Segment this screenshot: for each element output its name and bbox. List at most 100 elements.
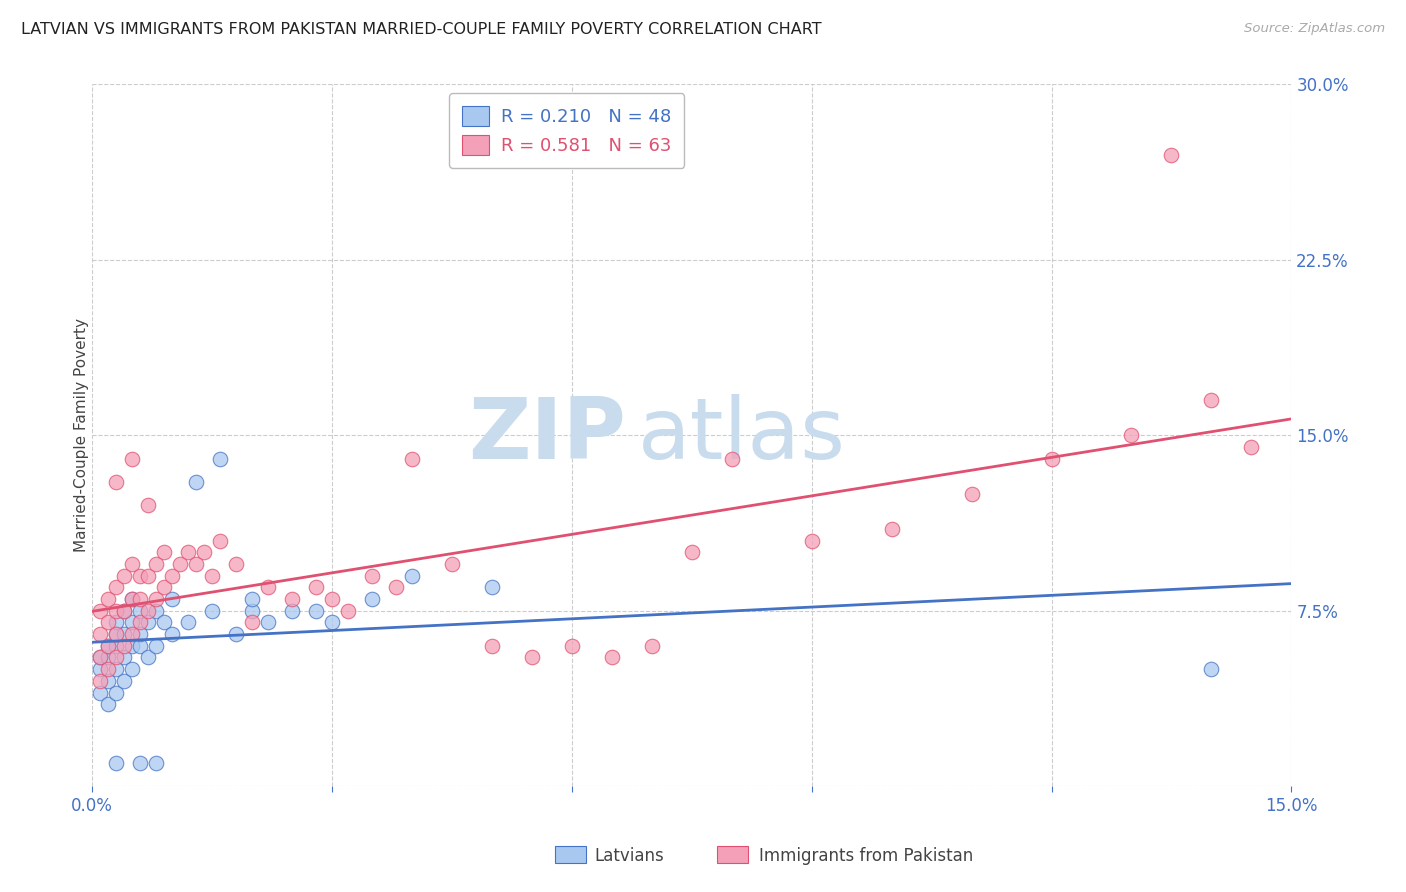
- Text: Immigrants from Pakistan: Immigrants from Pakistan: [759, 847, 973, 865]
- Point: [160, 568, 183, 582]
- Point: [440, 557, 463, 571]
- Point: [481, 580, 503, 594]
- Point: [89, 627, 111, 641]
- Point: [321, 592, 343, 607]
- Point: [129, 604, 152, 618]
- Point: [520, 650, 543, 665]
- Point: [361, 592, 384, 607]
- Point: [145, 639, 167, 653]
- Point: [145, 604, 167, 618]
- Point: [121, 615, 143, 630]
- Point: [153, 580, 176, 594]
- Point: [184, 557, 207, 571]
- Point: [184, 475, 207, 489]
- Point: [153, 545, 176, 559]
- Point: [129, 627, 152, 641]
- Point: [153, 615, 176, 630]
- Point: [481, 639, 503, 653]
- Point: [209, 451, 232, 466]
- Text: LATVIAN VS IMMIGRANTS FROM PAKISTAN MARRIED-COUPLE FAMILY POVERTY CORRELATION CH: LATVIAN VS IMMIGRANTS FROM PAKISTAN MARR…: [21, 22, 821, 37]
- Point: [129, 592, 152, 607]
- Point: [129, 568, 152, 582]
- Point: [600, 650, 623, 665]
- Point: [105, 662, 128, 676]
- Point: [1121, 428, 1143, 442]
- Point: [136, 615, 159, 630]
- Point: [337, 604, 360, 618]
- Point: [129, 639, 152, 653]
- Text: Latvians: Latvians: [595, 847, 665, 865]
- Point: [681, 545, 703, 559]
- Point: [240, 592, 263, 607]
- Point: [97, 592, 120, 607]
- Point: [89, 662, 111, 676]
- Point: [105, 627, 128, 641]
- Point: [960, 487, 983, 501]
- Point: [240, 604, 263, 618]
- Point: [225, 627, 247, 641]
- Point: [401, 451, 423, 466]
- Point: [257, 615, 280, 630]
- Point: [880, 522, 903, 536]
- Point: [112, 568, 135, 582]
- Point: [145, 592, 167, 607]
- Point: [89, 673, 111, 688]
- Point: [129, 615, 152, 630]
- Point: [160, 627, 183, 641]
- Point: [97, 650, 120, 665]
- Point: [112, 639, 135, 653]
- Point: [121, 557, 143, 571]
- Point: [136, 499, 159, 513]
- Point: [121, 451, 143, 466]
- Point: [641, 639, 664, 653]
- Point: [209, 533, 232, 548]
- Text: ZIP: ZIP: [468, 393, 626, 477]
- Point: [169, 557, 191, 571]
- Point: [561, 639, 583, 653]
- Point: [305, 580, 328, 594]
- Text: atlas: atlas: [638, 393, 846, 477]
- Point: [105, 475, 128, 489]
- Point: [800, 533, 823, 548]
- Point: [105, 756, 128, 770]
- Point: [89, 650, 111, 665]
- Point: [121, 639, 143, 653]
- Point: [89, 650, 111, 665]
- Point: [121, 662, 143, 676]
- Text: Source: ZipAtlas.com: Source: ZipAtlas.com: [1244, 22, 1385, 36]
- Point: [97, 662, 120, 676]
- Point: [145, 756, 167, 770]
- Point: [1201, 393, 1223, 408]
- Point: [112, 650, 135, 665]
- Point: [240, 615, 263, 630]
- Point: [105, 639, 128, 653]
- Point: [129, 756, 152, 770]
- Point: [361, 568, 384, 582]
- Point: [305, 604, 328, 618]
- Point: [177, 545, 200, 559]
- Point: [97, 673, 120, 688]
- Point: [97, 615, 120, 630]
- Point: [136, 650, 159, 665]
- Point: [121, 627, 143, 641]
- Point: [281, 604, 304, 618]
- Point: [89, 604, 111, 618]
- Y-axis label: Married-Couple Family Poverty: Married-Couple Family Poverty: [73, 318, 89, 552]
- Point: [385, 580, 408, 594]
- Point: [193, 545, 215, 559]
- Point: [105, 604, 128, 618]
- Point: [121, 592, 143, 607]
- Point: [201, 604, 224, 618]
- Point: [281, 592, 304, 607]
- Point: [89, 685, 111, 699]
- Point: [105, 685, 128, 699]
- Point: [145, 557, 167, 571]
- Point: [201, 568, 224, 582]
- Point: [136, 568, 159, 582]
- Point: [225, 557, 247, 571]
- Point: [257, 580, 280, 594]
- Point: [97, 639, 120, 653]
- Point: [112, 604, 135, 618]
- Point: [112, 627, 135, 641]
- Point: [1160, 147, 1182, 161]
